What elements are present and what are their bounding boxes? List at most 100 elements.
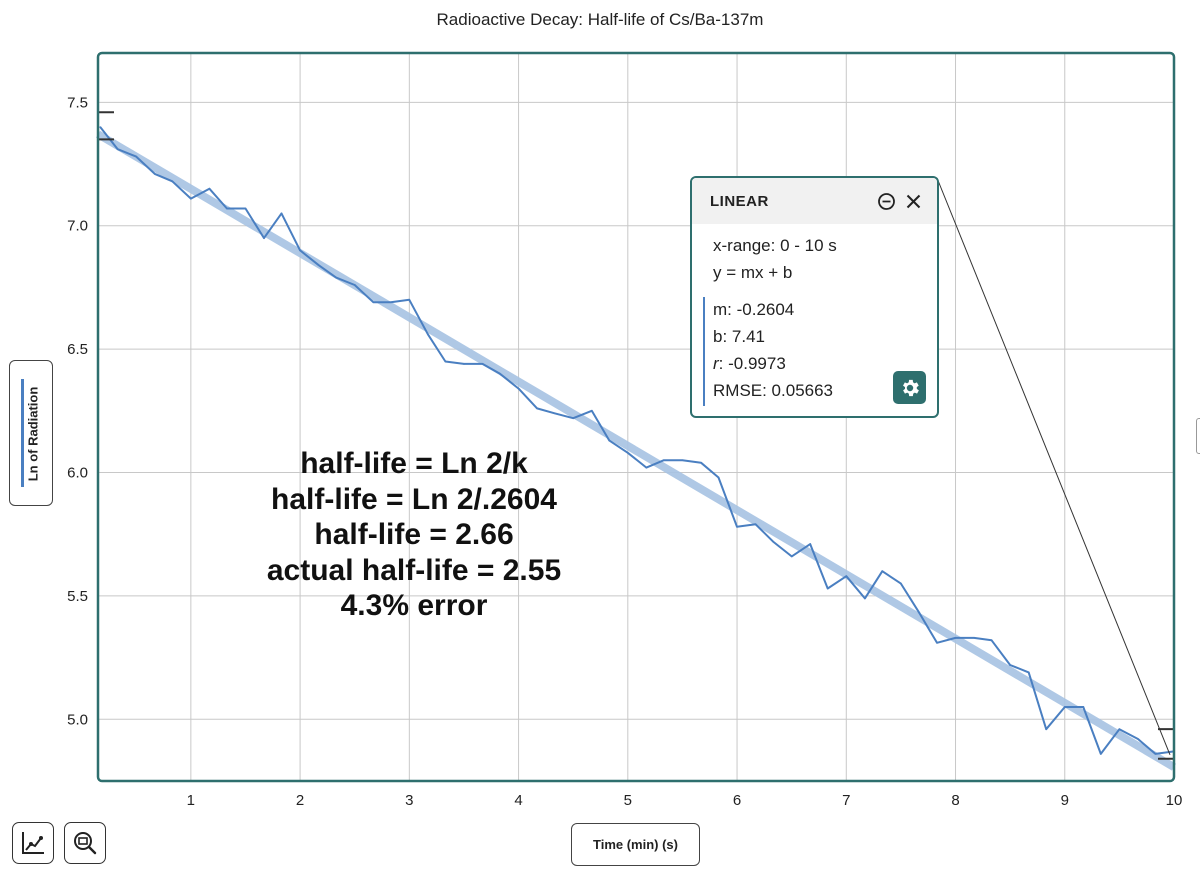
close-icon[interactable] bbox=[904, 192, 923, 211]
zoom-icon bbox=[74, 832, 97, 855]
series-swatch bbox=[21, 379, 24, 487]
y-tick-label: 7.5 bbox=[67, 94, 88, 111]
linear-panel-header[interactable]: LINEAR bbox=[692, 178, 937, 224]
slope-text: m: -0.2604 bbox=[713, 300, 795, 319]
fit-settings-button[interactable] bbox=[893, 371, 926, 404]
data-point bbox=[608, 439, 611, 442]
zoom-button[interactable] bbox=[64, 822, 106, 864]
y-tick-label: 6.5 bbox=[67, 341, 88, 358]
linear-panel-title: LINEAR bbox=[710, 193, 769, 210]
data-point bbox=[900, 582, 902, 585]
plot-frame bbox=[96, 51, 1176, 783]
data-point bbox=[1137, 738, 1139, 740]
data-point bbox=[754, 523, 757, 526]
data-point bbox=[317, 264, 320, 267]
linear-fit-line bbox=[95, 130, 1177, 771]
data-point bbox=[918, 612, 921, 614]
data-point bbox=[427, 333, 429, 336]
r-value: : -0.9973 bbox=[718, 354, 786, 373]
data-point bbox=[864, 597, 866, 600]
data-point bbox=[700, 461, 702, 464]
annotation-line: half-life = Ln 2/.2604 bbox=[271, 482, 557, 516]
r-symbol: r bbox=[713, 354, 719, 373]
data-point bbox=[790, 555, 793, 558]
data-point bbox=[154, 173, 156, 175]
data-point bbox=[590, 410, 593, 412]
data-point bbox=[881, 570, 884, 573]
graph-tool-button[interactable] bbox=[12, 822, 54, 864]
annotation-line: actual half-life = 2.55 bbox=[266, 553, 562, 587]
x-axis-label-button[interactable]: Time (min) (s) bbox=[571, 823, 700, 866]
x-tick-label: 3 bbox=[405, 792, 413, 809]
data-point bbox=[135, 155, 138, 158]
data-point bbox=[280, 212, 283, 215]
data-point bbox=[353, 284, 356, 286]
fit-line-layer bbox=[95, 130, 1177, 771]
data-point bbox=[627, 451, 629, 454]
data-point bbox=[736, 526, 738, 528]
data-point bbox=[99, 126, 101, 128]
intercept-text: b: 7.41 bbox=[713, 327, 765, 346]
data-point bbox=[116, 148, 119, 151]
y-axis-label: Ln of Radiation bbox=[25, 386, 41, 482]
graph-tool-icon bbox=[22, 832, 44, 854]
data-point bbox=[572, 417, 574, 420]
x-tick-label: 7 bbox=[842, 792, 850, 809]
linear-fit-panel[interactable]: LINEAR x-range: 0 - 10 s y = mx + b m: -… bbox=[690, 176, 939, 418]
data-point bbox=[190, 197, 192, 200]
data-point bbox=[645, 466, 648, 469]
data-point bbox=[408, 298, 411, 301]
data-point bbox=[389, 301, 392, 304]
data-point bbox=[1082, 706, 1085, 708]
data-point bbox=[463, 363, 465, 365]
x-tick-label: 4 bbox=[514, 792, 522, 809]
data-point bbox=[171, 180, 174, 183]
data-point bbox=[1045, 728, 1047, 730]
annotation-line: half-life = Ln 2/k bbox=[300, 447, 528, 480]
gear-icon bbox=[902, 379, 919, 396]
x-range-text: x-range: 0 - 10 s bbox=[713, 236, 837, 255]
data-point bbox=[1100, 753, 1102, 755]
data-point bbox=[681, 459, 684, 461]
data-point bbox=[663, 459, 665, 461]
annotation-line: 4.3% error bbox=[340, 589, 488, 622]
callout-connector-line bbox=[936, 177, 1171, 755]
series-layer bbox=[99, 126, 1175, 755]
x-tick-label: 8 bbox=[951, 792, 959, 809]
data-point bbox=[499, 373, 501, 375]
data-point bbox=[481, 363, 484, 365]
side-panel-handle[interactable] bbox=[1196, 418, 1200, 454]
data-point bbox=[553, 412, 556, 415]
data-point bbox=[772, 540, 774, 543]
data-point bbox=[1009, 664, 1011, 666]
data-point bbox=[936, 642, 938, 644]
data-point bbox=[536, 407, 538, 410]
x-tick-label: 9 bbox=[1061, 792, 1069, 809]
x-tick-label: 1 bbox=[187, 792, 195, 809]
data-point bbox=[1027, 671, 1030, 674]
parameter-series-bar bbox=[703, 297, 705, 406]
data-point bbox=[263, 237, 265, 239]
data-point bbox=[244, 207, 247, 210]
series-line bbox=[99, 126, 1175, 755]
annotation-line: half-life = 2.66 bbox=[314, 518, 514, 551]
y-tick-label: 5.5 bbox=[67, 588, 88, 605]
data-point bbox=[717, 476, 720, 479]
minus-circle-icon[interactable] bbox=[877, 192, 896, 211]
data-point bbox=[226, 207, 228, 210]
range-bracket-layer bbox=[97, 111, 1175, 760]
data-point bbox=[1154, 753, 1157, 755]
data-point bbox=[954, 637, 957, 639]
data-point bbox=[845, 575, 848, 577]
y-axis-label-button[interactable]: Ln of Radiation bbox=[9, 360, 53, 506]
data-point bbox=[372, 301, 375, 304]
data-point bbox=[444, 360, 447, 363]
data-point bbox=[990, 639, 993, 642]
data-point bbox=[335, 276, 337, 279]
data-point bbox=[1063, 706, 1066, 708]
x-tick-label: 2 bbox=[296, 792, 304, 809]
chart-title: Radioactive Decay: Half-life of Cs/Ba-13… bbox=[436, 10, 764, 29]
rmse-text: RMSE: 0.05663 bbox=[713, 381, 834, 400]
correlation-text: r: -0.9973 bbox=[713, 354, 786, 374]
